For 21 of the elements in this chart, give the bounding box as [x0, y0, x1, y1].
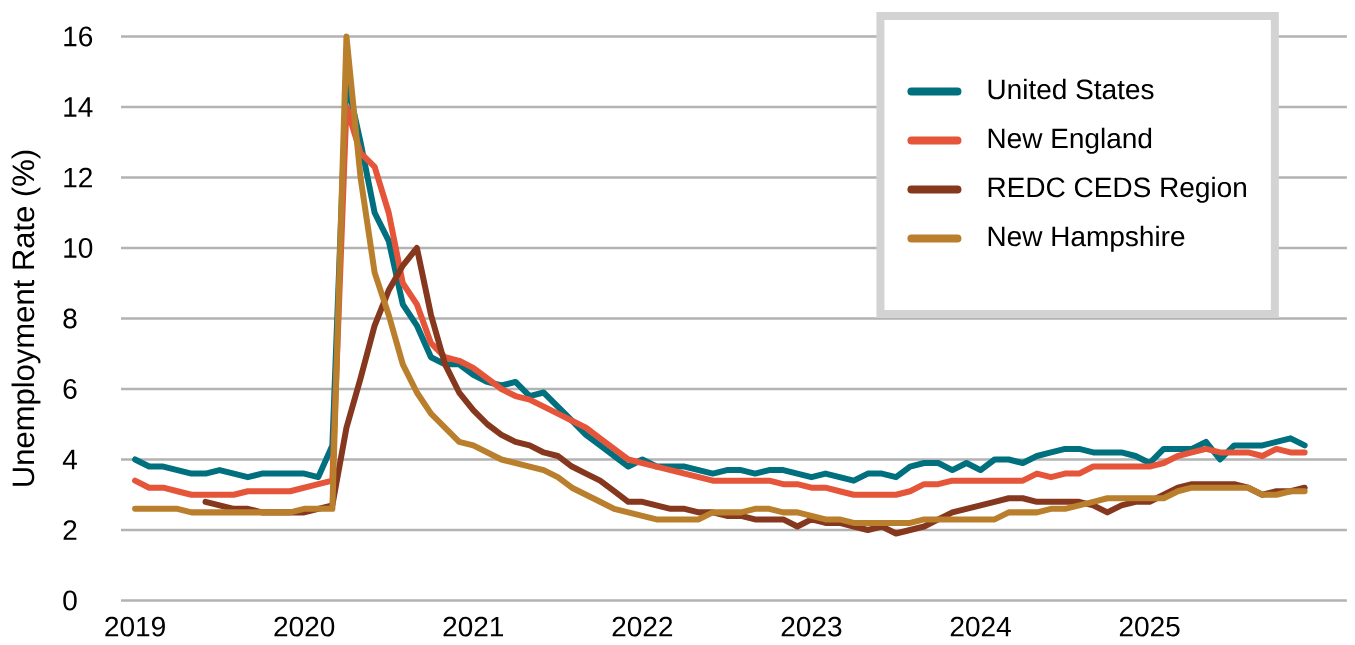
y-tick-label: 0: [63, 590, 77, 611]
legend-label: New England: [988, 127, 1152, 154]
x-tick-label: 2023: [781, 616, 842, 637]
x-tick-label: 2019: [105, 616, 165, 637]
y-tick-label: 12: [64, 167, 92, 188]
y-tick-label: 14: [64, 97, 93, 117]
x-tick-label: 2022: [612, 616, 673, 637]
y-tick-label: 4: [62, 449, 77, 470]
x-tick-label: 2020: [274, 616, 335, 637]
y-tick-label: 10: [64, 238, 93, 258]
y-tick-label: 6: [63, 379, 77, 399]
y-tick-label: 16: [64, 26, 93, 47]
y-axis-title: Unemployment Rate (%): [11, 150, 41, 486]
y-tick-label: 2: [63, 520, 77, 540]
legend-label: United States: [988, 78, 1154, 100]
y-tick-label: 8: [63, 308, 77, 329]
x-tick-label: 2025: [1119, 616, 1180, 637]
x-tick-label: 2021: [443, 616, 504, 637]
legend-label: REDC CEDS Region: [988, 176, 1246, 203]
legend-label: New Hampshire: [988, 225, 1185, 252]
x-tick-label: 2024: [950, 616, 1011, 637]
